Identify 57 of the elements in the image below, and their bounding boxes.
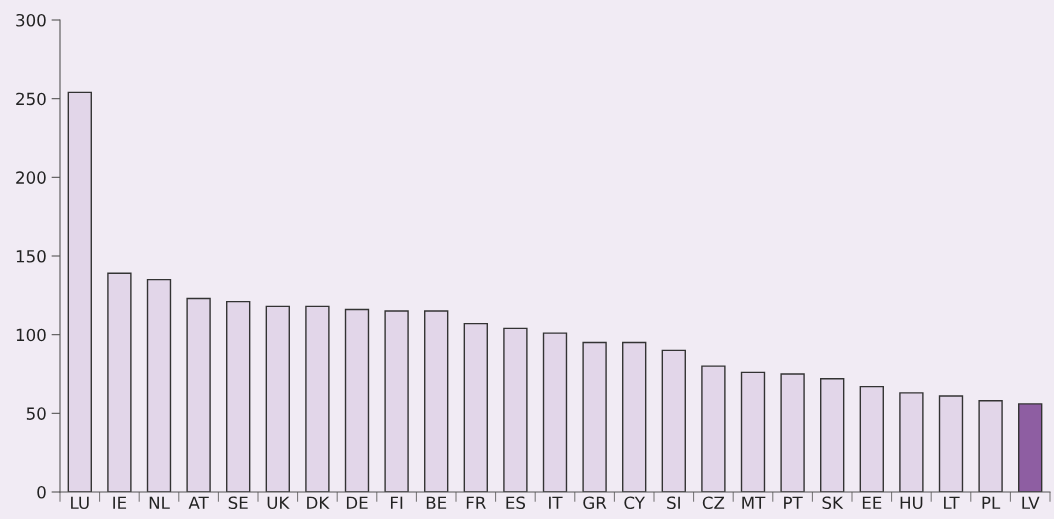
x-tick-label: CY — [624, 496, 645, 510]
bar — [265, 305, 290, 492]
x-tick-label: LT — [944, 496, 960, 509]
bar — [107, 272, 132, 492]
bar — [899, 392, 924, 492]
bar — [344, 308, 370, 492]
x-tick-label: EE — [862, 496, 882, 509]
x-tick-label: CZ — [702, 496, 725, 510]
x-tick-label: AT — [188, 496, 209, 509]
bar — [859, 385, 884, 492]
x-tick-label: LV — [1022, 496, 1040, 509]
x-tick-label: BE — [426, 496, 447, 509]
bar — [1018, 403, 1043, 492]
bar — [226, 300, 251, 492]
x-tick-label: FI — [390, 496, 403, 509]
x-tick-label: NL — [149, 496, 170, 509]
bar — [622, 341, 647, 492]
x-tick-label: FR — [466, 496, 486, 509]
x-tick-label: LU — [71, 496, 89, 510]
bar — [67, 91, 92, 492]
y-tick-label: 250 — [16, 92, 46, 106]
bar — [978, 400, 1003, 492]
x-tick-label: DE — [346, 496, 368, 509]
bar — [424, 310, 449, 492]
x-tick-label: GR — [583, 496, 607, 510]
bar — [938, 395, 964, 492]
x-tick-label: SI — [667, 496, 680, 510]
y-tick-label: 200 — [16, 171, 46, 184]
x-tick-label: PT — [784, 496, 803, 509]
x-tick-label: UK — [267, 496, 290, 510]
x-tick-label: HU — [900, 496, 923, 510]
x-tick-label: IE — [113, 496, 127, 509]
bar — [146, 278, 172, 492]
x-tick-label: PL — [982, 496, 1001, 509]
y-tick-label: 150 — [16, 249, 46, 263]
x-tick-label: MT — [742, 496, 766, 509]
y-tick-label: 100 — [16, 328, 46, 342]
bar — [661, 349, 686, 492]
bar — [503, 327, 528, 492]
bar — [542, 332, 568, 492]
x-tick-label: SE — [228, 496, 248, 510]
x-tick-label: SK — [822, 496, 844, 510]
y-tick-label: 50 — [26, 407, 46, 420]
x-tick-label: DK — [307, 496, 330, 509]
bar — [701, 365, 726, 492]
x-tick-label: ES — [506, 496, 526, 510]
bar — [582, 341, 607, 492]
bar — [186, 297, 211, 492]
bar — [463, 322, 488, 492]
bar — [820, 378, 845, 492]
y-tick-label: 300 — [16, 13, 46, 27]
bar — [384, 310, 409, 492]
bar — [305, 305, 330, 492]
x-tick-label: IT — [549, 496, 563, 509]
bar — [740, 371, 766, 492]
bar — [780, 373, 805, 492]
y-tick-label: 0 — [37, 485, 46, 499]
